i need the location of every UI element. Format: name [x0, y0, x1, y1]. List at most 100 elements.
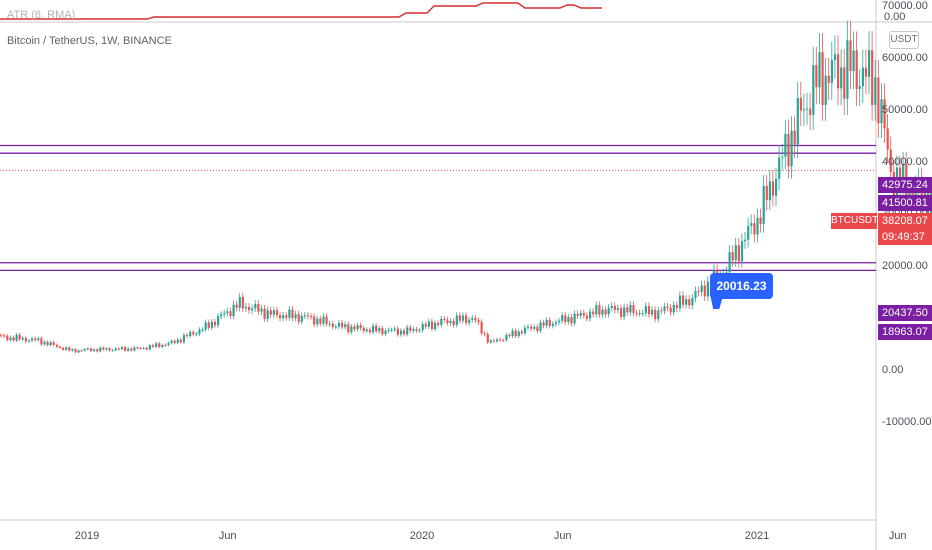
candle-body	[799, 98, 802, 111]
candle-body	[564, 315, 567, 323]
candle-body	[657, 310, 660, 320]
candle-body	[576, 313, 579, 316]
candle-body	[449, 321, 452, 323]
candle-body	[68, 347, 71, 351]
x-tick-label: Jun	[889, 530, 907, 542]
candle-body	[43, 341, 46, 345]
candle-body	[589, 311, 592, 319]
candle-body	[527, 326, 530, 328]
candle-body	[530, 326, 533, 329]
y-tick-label: 50000.00	[882, 104, 928, 116]
candle-body	[263, 308, 266, 319]
candle-body	[300, 315, 303, 322]
candle-body	[877, 77, 880, 124]
candle-body	[570, 317, 573, 324]
candle-body	[688, 299, 691, 306]
candle-body	[37, 338, 40, 341]
candle-body	[468, 319, 471, 323]
candle-body	[254, 303, 257, 309]
candle-body	[523, 327, 527, 334]
level-tag-a: 42975.24	[878, 177, 932, 193]
candle-body	[455, 315, 458, 325]
candle-body	[192, 332, 195, 335]
price-tag: 38208.07	[878, 213, 932, 229]
candle-body	[303, 315, 306, 317]
candle-body	[40, 338, 43, 345]
candle-body	[579, 312, 582, 316]
x-tick-label: 2020	[410, 530, 434, 542]
candle-body	[195, 333, 198, 335]
y-tick-label: 40000.00	[882, 156, 928, 168]
atr-pane	[0, 2, 602, 20]
y-tick-label: 70000.00	[882, 0, 928, 12]
candle-body	[833, 54, 837, 61]
candle-body	[316, 318, 319, 325]
candle-body	[644, 306, 647, 314]
candle-body	[421, 324, 424, 331]
candle-body	[322, 316, 325, 324]
candle-body	[672, 304, 675, 313]
target-bubble[interactable]: 20016.23	[710, 273, 773, 299]
candle-body	[806, 108, 809, 110]
candle-body	[793, 130, 796, 145]
candle-body	[3, 335, 6, 337]
candle-body	[747, 225, 750, 240]
candle-body	[499, 339, 502, 341]
candle-body	[306, 315, 310, 317]
candle-body	[731, 252, 734, 261]
candle-body	[511, 330, 514, 337]
candle-body	[585, 315, 589, 319]
candle-body	[189, 332, 192, 337]
candle-body	[251, 308, 254, 311]
candle-body	[601, 309, 604, 315]
candle-body	[750, 223, 753, 226]
candle-body	[886, 128, 889, 150]
currency-button[interactable]: USDT	[889, 31, 919, 49]
candle-body	[65, 347, 68, 350]
candle-body	[325, 316, 328, 324]
candle-body	[418, 330, 421, 332]
candle-body	[232, 304, 235, 316]
candle-body	[331, 323, 334, 327]
candle-body	[706, 281, 709, 297]
candle-body	[598, 305, 601, 315]
candle-body	[350, 326, 353, 333]
candle-body	[182, 335, 186, 343]
candle-body	[911, 188, 914, 198]
x-tick-label: Jun	[219, 530, 237, 542]
candle-body	[666, 306, 669, 308]
candle-body	[260, 308, 263, 312]
candle-body	[492, 340, 496, 342]
candle-body	[827, 75, 830, 83]
candle-body	[241, 297, 244, 309]
candle-body	[86, 348, 89, 350]
candle-body	[139, 348, 142, 350]
candle-body	[46, 341, 49, 346]
candle-body	[629, 305, 632, 313]
candle-body	[173, 340, 176, 343]
candle-body	[812, 65, 815, 115]
candle-body	[548, 319, 551, 326]
candle-body	[651, 309, 654, 315]
candle-body	[843, 67, 846, 99]
candle-body	[235, 304, 238, 308]
candle-body	[49, 342, 52, 346]
candle-body	[213, 321, 217, 326]
candle-body	[908, 188, 911, 200]
candle-body	[775, 178, 778, 196]
candle-body	[406, 327, 409, 335]
candle-body	[635, 312, 638, 314]
candle-body	[21, 337, 24, 340]
candle-body	[390, 329, 393, 331]
candle-body	[161, 344, 164, 347]
candle-body	[145, 347, 148, 350]
candle-body	[387, 330, 390, 332]
candle-body	[595, 305, 598, 315]
candle-body	[52, 342, 55, 345]
candle-body	[740, 241, 744, 262]
candle-body	[347, 324, 350, 333]
candle-body	[465, 315, 468, 323]
candle-body	[210, 321, 213, 328]
